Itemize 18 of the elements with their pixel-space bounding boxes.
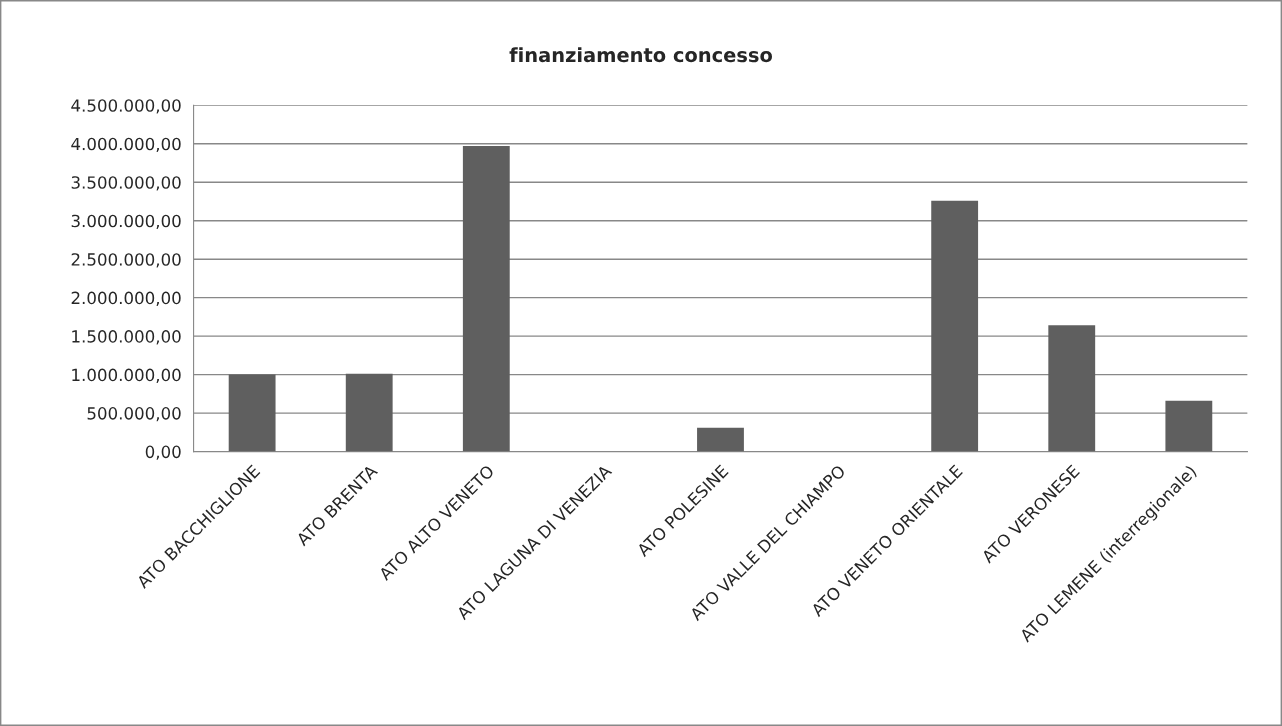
bar <box>462 146 510 452</box>
y-tick-label: 0,00 <box>145 445 181 460</box>
y-tick-label: 1.000.000,00 <box>72 368 181 383</box>
bar <box>228 374 276 452</box>
y-tick-label: 4.500.000,00 <box>71 99 181 114</box>
y-tick-label: 500.000,00 <box>87 407 181 422</box>
y-tick-label: 4.000.000,00 <box>71 137 181 153</box>
y-tick-label: 2.000.000,00 <box>71 291 181 306</box>
y-tick-label: 3.500.000,00 <box>71 176 181 191</box>
bar <box>1165 400 1213 452</box>
bar <box>931 200 979 452</box>
bar <box>345 373 393 452</box>
bar <box>1048 325 1096 452</box>
y-tick-label: 1.500.000,00 <box>72 330 181 345</box>
chart-title: finanziamento concesso <box>509 47 773 63</box>
y-tick-label: 2.500.000,00 <box>71 253 181 268</box>
y-tick-label: 3.000.000,00 <box>71 214 181 229</box>
bar <box>697 427 744 452</box>
